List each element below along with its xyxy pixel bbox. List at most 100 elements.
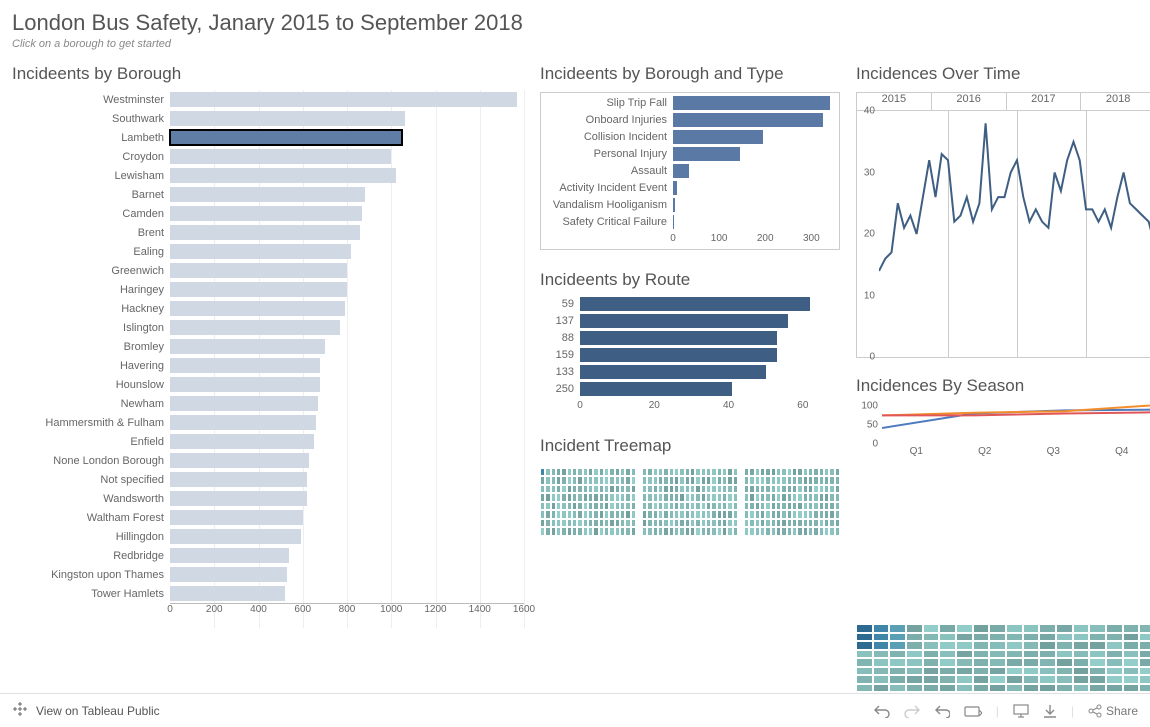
borough-label: Westminster [12, 94, 170, 106]
type-bar[interactable]: Safety Critical Failure [541, 214, 839, 231]
borough-bar[interactable]: Not specified [12, 470, 524, 489]
route-label: 88 [540, 332, 580, 344]
route-bar[interactable]: 133 [540, 364, 840, 381]
borough-bar[interactable]: Greenwich [12, 261, 524, 280]
year-label: 2017 [1007, 93, 1082, 110]
type-label: Collision Incident [541, 131, 673, 143]
borough-bar[interactable]: Bromley [12, 337, 524, 356]
borough-label: Brent [12, 227, 170, 239]
treemap-chart-b[interactable] [856, 624, 1150, 692]
borough-bar[interactable]: Hammersmith & Fulham [12, 413, 524, 432]
borough-bar[interactable]: Wandsworth [12, 489, 524, 508]
borough-label: Not specified [12, 474, 170, 486]
season-chart-title: Incidences By Season [856, 376, 1150, 396]
type-label: Slip Trip Fall [541, 97, 673, 109]
borough-bar[interactable]: Haringey [12, 280, 524, 299]
route-chart-title: Incideents by Route [540, 270, 840, 290]
borough-bar[interactable]: Waltham Forest [12, 508, 524, 527]
type-bar[interactable]: Personal Injury [541, 146, 839, 163]
presentation-icon[interactable] [1013, 704, 1029, 718]
borough-bar[interactable]: Brent [12, 223, 524, 242]
type-bar[interactable]: Vandalism Hooliganism [541, 197, 839, 214]
season-chart[interactable]: 050100 Q1Q2Q3Q4 [856, 402, 1150, 457]
undo-icon[interactable] [874, 704, 890, 718]
quarter-label: Q3 [1019, 446, 1088, 457]
borough-label: Camden [12, 208, 170, 220]
borough-label: Havering [12, 360, 170, 372]
type-bar[interactable]: Collision Incident [541, 129, 839, 146]
borough-bar[interactable]: Croydon [12, 147, 524, 166]
borough-chart-title: Incideents by Borough [12, 64, 524, 84]
treemap-block[interactable] [540, 468, 636, 536]
type-label: Activity Incident Event [541, 182, 673, 194]
type-label: Vandalism Hooliganism [541, 199, 673, 211]
download-icon[interactable] [1043, 704, 1057, 718]
borough-bar[interactable]: Westminster [12, 90, 524, 109]
borough-bar[interactable]: Ealing [12, 242, 524, 261]
borough-label: None London Borough [12, 455, 170, 467]
route-bar[interactable]: 88 [540, 330, 840, 347]
route-bar[interactable]: 137 [540, 313, 840, 330]
footer-divider-2: | [1071, 704, 1074, 718]
treemap-chart[interactable] [540, 468, 840, 536]
type-label: Assault [541, 165, 673, 177]
borough-label: Redbridge [12, 550, 170, 562]
borough-bar[interactable]: Lambeth [12, 128, 524, 147]
revert-icon[interactable] [934, 704, 950, 718]
footer-bar: View on Tableau Public | | Share [0, 693, 1150, 727]
view-on-tableau-link[interactable]: View on Tableau Public [36, 704, 160, 718]
route-label: 133 [540, 366, 580, 378]
borough-label: Lambeth [12, 132, 170, 144]
borough-label: Haringey [12, 284, 170, 296]
redo-icon[interactable] [904, 704, 920, 718]
borough-label: Hammersmith & Fulham [12, 417, 170, 429]
borough-label: Islington [12, 322, 170, 334]
route-chart[interactable]: 5913788159133250 0204060 [540, 296, 840, 416]
borough-bar[interactable]: Hounslow [12, 375, 524, 394]
type-bar[interactable]: Assault [541, 163, 839, 180]
borough-bar[interactable]: Islington [12, 318, 524, 337]
borough-label: Newham [12, 398, 170, 410]
borough-label: Barnet [12, 189, 170, 201]
route-bar[interactable]: 59 [540, 296, 840, 313]
treemap-block[interactable] [744, 468, 840, 536]
borough-bar[interactable]: Hillingdon [12, 527, 524, 546]
borough-label: Wandsworth [12, 493, 170, 505]
borough-bar[interactable]: Havering [12, 356, 524, 375]
type-bar[interactable]: Onboard Injuries [541, 112, 839, 129]
borough-bar[interactable]: Hackney [12, 299, 524, 318]
borough-label: Enfield [12, 436, 170, 448]
route-label: 159 [540, 349, 580, 361]
borough-label: Waltham Forest [12, 512, 170, 524]
type-chart[interactable]: Slip Trip Fall Onboard Injuries Collision … [540, 90, 840, 250]
type-chart-title: Incideents by Borough and Type [540, 64, 840, 84]
page-title: London Bus Safety, Janary 2015 to Septem… [12, 10, 1138, 36]
borough-bar[interactable]: None London Borough [12, 451, 524, 470]
borough-label: Hounslow [12, 379, 170, 391]
route-bar[interactable]: 250 [540, 381, 840, 398]
page-subtitle: Click on a borough to get started [12, 38, 1138, 50]
borough-bar[interactable]: Camden [12, 204, 524, 223]
route-bar[interactable]: 159 [540, 347, 840, 364]
type-bar[interactable]: Activity Incident Event [541, 180, 839, 197]
treemap-block[interactable] [856, 624, 1150, 692]
borough-label: Tower Hamlets [12, 588, 170, 600]
share-icon[interactable]: Share [1088, 704, 1138, 718]
borough-label: Greenwich [12, 265, 170, 277]
treemap-block[interactable] [642, 468, 738, 536]
borough-chart[interactable]: Westminster Southwark Lambeth CroydonLewish… [12, 90, 524, 650]
borough-bar[interactable]: Tower Hamlets [12, 584, 524, 603]
borough-label: Hackney [12, 303, 170, 315]
borough-bar[interactable]: Newham [12, 394, 524, 413]
borough-bar[interactable]: Southwark [12, 109, 524, 128]
borough-bar[interactable]: Enfield [12, 432, 524, 451]
borough-label: Kingston upon Thames [12, 569, 170, 581]
borough-bar[interactable]: Redbridge [12, 546, 524, 565]
type-bar[interactable]: Slip Trip Fall [541, 95, 839, 112]
tableau-logo-icon[interactable] [12, 701, 28, 720]
refresh-icon[interactable] [964, 704, 982, 718]
borough-bar[interactable]: Barnet [12, 185, 524, 204]
borough-bar[interactable]: Kingston upon Thames [12, 565, 524, 584]
time-chart[interactable]: 2015201620172018 010203040 [856, 92, 1150, 358]
borough-bar[interactable]: Lewisham [12, 166, 524, 185]
